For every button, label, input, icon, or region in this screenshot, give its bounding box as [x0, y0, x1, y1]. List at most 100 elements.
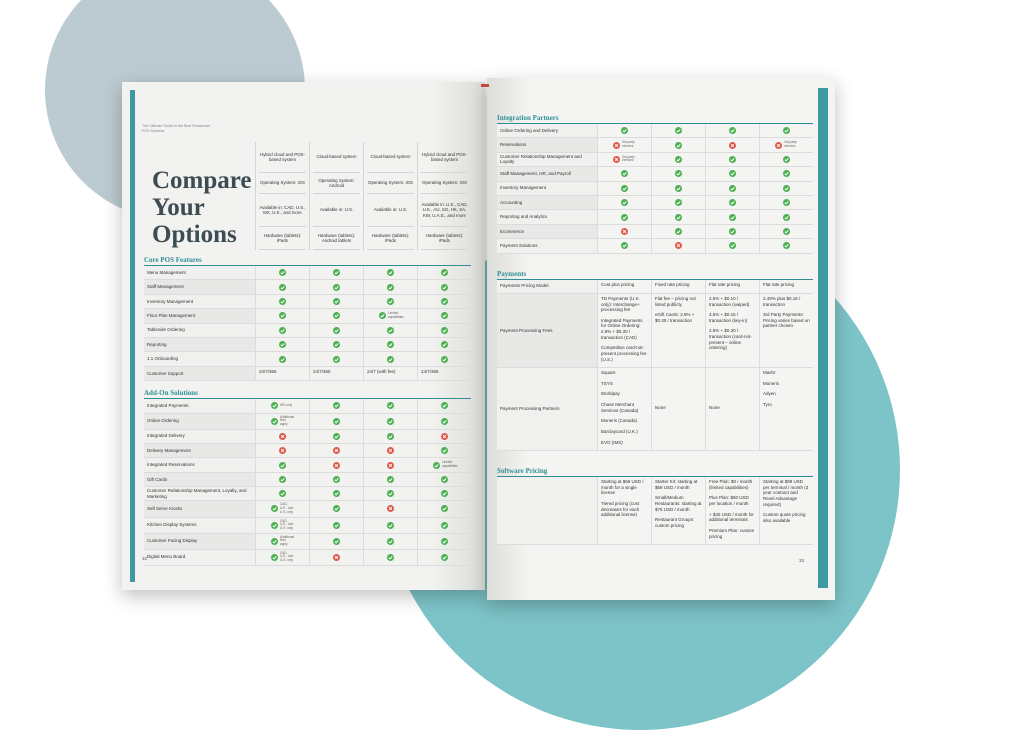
cell-text: 2.6% + $0.10 / transaction (swiped)	[709, 295, 750, 307]
table-cell	[363, 501, 417, 517]
table-cell: 24/7/365	[417, 366, 471, 381]
row-label: Payment Processing Partners	[497, 368, 597, 451]
cell-text: Adyen	[763, 391, 776, 397]
table-row: Digital Menu Board CAD, U.K., and U.S. on…	[144, 549, 471, 566]
table-cell	[255, 458, 309, 472]
check-icon	[441, 417, 448, 425]
table-row: Starting at $69 USD / month for a single…	[497, 477, 813, 546]
check-icon	[387, 432, 394, 440]
table-row: Online Ordering Additional fees apply	[144, 413, 471, 430]
table-cell: 2.49% plus $0.15 / transaction 3rd Party …	[759, 293, 813, 368]
cell-text: Worldpay	[601, 391, 620, 397]
table-cell	[363, 413, 417, 429]
table-row: Inventory Management	[144, 294, 471, 310]
page-stripe	[130, 90, 135, 582]
table-cell	[417, 443, 471, 458]
check-icon	[675, 227, 682, 235]
check-icon	[387, 269, 394, 277]
table-row: 1:1 Onboarding	[144, 352, 471, 367]
right-page: Integration Partners Online Ordering and …	[487, 78, 835, 600]
check-icon	[783, 227, 790, 235]
column-available: Available in: CAD, U.S., MX, U.K., and m…	[259, 194, 306, 227]
cell-note: Limited capabilities	[442, 460, 458, 468]
row-label: Menu Management	[144, 266, 255, 280]
table-cell: Fixed rate pricing	[651, 279, 705, 293]
row-label: Self Serve Kiosks	[144, 501, 255, 517]
check-icon	[783, 184, 790, 192]
check-icon	[333, 490, 340, 498]
check-icon	[333, 341, 340, 349]
row-label: Ecommerce	[497, 224, 597, 239]
cell-text: Integrated Payments for Online Ordering:…	[601, 317, 643, 340]
table-row: Customer Relationship Management and Loy…	[497, 152, 813, 168]
cell-text: Barclaycard (U.K.)	[601, 428, 638, 434]
table-cell	[255, 337, 309, 352]
row-label: Integrated Payments	[144, 399, 255, 413]
cell-text: Mashr	[763, 370, 776, 376]
cell-note: Additional fees apply	[280, 534, 294, 546]
column-os: Operating System: iOS	[421, 173, 468, 194]
table-row: Reporting	[144, 337, 471, 353]
cell-text: eGift Cards: 2.9% + $0.30 / transaction	[655, 312, 695, 323]
table-cell	[255, 309, 309, 323]
check-icon	[441, 297, 448, 305]
cell-note: Limited capabilities	[388, 311, 404, 319]
check-icon	[271, 553, 278, 561]
check-icon	[441, 505, 448, 513]
table-cell	[363, 266, 417, 280]
table-cell	[597, 124, 651, 138]
check-icon	[621, 213, 628, 221]
cell-text: Flat rate pricing	[709, 281, 741, 287]
table-cell	[417, 517, 471, 533]
check-icon	[387, 283, 394, 291]
row-label: Staff Management, HR, and Payroll	[497, 167, 597, 181]
table-cell	[309, 294, 363, 309]
table-row: Customer Facing Display Additional fees a…	[144, 533, 471, 550]
table-cell	[309, 413, 363, 429]
table-cell	[417, 429, 471, 443]
row-label: 1:1 Onboarding	[144, 352, 255, 366]
table-cell	[309, 458, 363, 472]
table-cell	[417, 337, 471, 352]
check-icon	[333, 355, 340, 363]
cell-text: Square	[601, 370, 616, 376]
check-icon	[387, 341, 394, 349]
check-icon	[441, 537, 448, 545]
table-cell	[759, 167, 813, 181]
check-icon	[621, 242, 628, 250]
table-cell	[759, 224, 813, 239]
cell-text: None	[655, 404, 666, 410]
row-label: Digital Menu Board	[144, 549, 255, 565]
row-label: Customer Relationship Management and Loy…	[497, 152, 597, 167]
table: Payments Pricing Model Cost plus pricing F…	[497, 279, 813, 452]
table-cell: Flat rate pricing	[705, 279, 759, 293]
table-row: Customer Relationship Management, Loyalt…	[144, 487, 471, 502]
table-cell	[255, 294, 309, 309]
cell-text: Starter Kit: starting at $69 USD / month	[655, 479, 698, 490]
table-cell: Additional fees apply	[255, 533, 309, 549]
check-icon	[621, 127, 628, 135]
table-cell	[651, 181, 705, 195]
column-type: Hybrid cloud and POS-based system	[421, 142, 468, 173]
x-icon	[613, 155, 620, 163]
cell-note: Additional fees apply	[280, 414, 294, 426]
table-cell	[651, 152, 705, 167]
check-icon	[271, 505, 278, 513]
table-cell	[651, 239, 705, 253]
check-icon	[441, 283, 448, 291]
check-icon	[441, 355, 448, 363]
page-stripe	[818, 88, 828, 588]
table-cell	[759, 239, 813, 253]
check-icon	[387, 326, 394, 334]
check-icon	[783, 155, 790, 163]
check-icon	[783, 242, 790, 250]
table-row: Customer Support 24/7/365 24/7/365 24/7 (wi…	[144, 366, 471, 382]
table-row: Floor Plan Management Limited capabilitie…	[144, 309, 471, 324]
table-cell: Limited capabilities	[417, 458, 471, 472]
cell-text: Cost plus pricing	[601, 281, 635, 287]
table-cell: 3rd party vendors	[759, 138, 813, 152]
cell-note: CAD, U.K., and U.S. only	[280, 502, 294, 514]
row-label: Integrated Reservations	[144, 458, 255, 472]
x-icon	[333, 447, 340, 455]
